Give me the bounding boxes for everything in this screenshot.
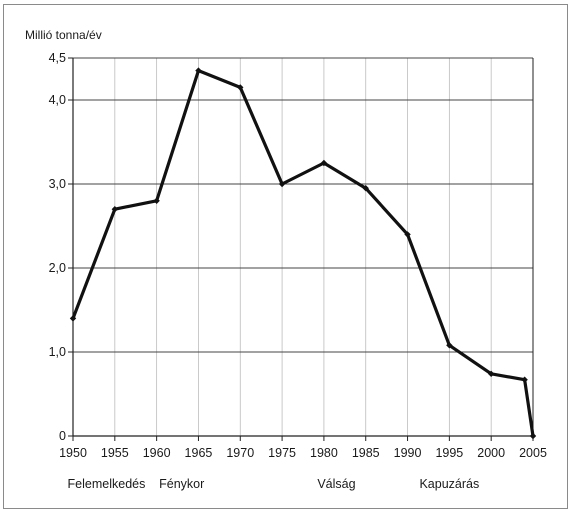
- data-point: [529, 432, 537, 440]
- y-tick-label: 1,0: [49, 345, 66, 359]
- period-label: Fénykor: [159, 477, 204, 491]
- data-point: [362, 185, 369, 192]
- chart-frame: Millió tonna/év 0 1,0 2,0 3,0 4,0 4,5 1950 195…: [3, 4, 568, 509]
- y-tick-label: 4,0: [49, 93, 66, 107]
- y-tick-label: 0: [59, 429, 66, 443]
- data-point: [320, 159, 328, 167]
- x-tick-label: 2005: [519, 446, 547, 460]
- x-tick-label: 1965: [185, 446, 213, 460]
- data-points: [69, 67, 537, 440]
- x-tick-labels: 1950 1955 1960 1965 1970 1975 1980 1985 1990 1995…: [59, 446, 547, 460]
- x-tick-label: 1960: [143, 446, 171, 460]
- period-labels: Felemelkedés Fénykor Válság Kapuzárás: [68, 477, 480, 491]
- data-point: [111, 206, 119, 213]
- line-chart: Millió tonna/év 01,02,03,04,04,5 1950 195…: [25, 28, 547, 491]
- x-tick-label: 1995: [435, 446, 463, 460]
- x-tick-label: 1990: [394, 446, 422, 460]
- y-axis-label: Millió tonna/év: [25, 28, 102, 42]
- period-label: Válság: [317, 477, 355, 491]
- axes: [68, 57, 534, 441]
- data-point: [521, 376, 528, 383]
- period-label: Kapuzárás: [419, 477, 479, 491]
- period-label: Felemelkedés: [68, 477, 146, 491]
- data-point: [487, 370, 495, 378]
- y-tick-labels: 0 1,0 2,0 3,0 4,0 4,5: [49, 51, 66, 443]
- data-point: [446, 342, 453, 349]
- x-tick-label: 1955: [101, 446, 129, 460]
- grid: [72, 57, 534, 437]
- y-tick-label: 4,5: [49, 51, 66, 65]
- x-tick-label: 1975: [268, 446, 296, 460]
- data-point: [404, 231, 411, 238]
- x-tick-label: 1985: [352, 446, 380, 460]
- data-point: [195, 67, 202, 74]
- y-tick-label: 3,0: [49, 177, 66, 191]
- x-tick-label: 1980: [310, 446, 338, 460]
- series-line: [71, 68, 535, 438]
- y-tick-label: 2,0: [49, 261, 66, 275]
- data-point: [153, 197, 160, 204]
- data-point: [278, 180, 286, 188]
- x-tick-label: 1950: [59, 446, 87, 460]
- data-point: [237, 84, 244, 91]
- x-tick-label: 1970: [226, 446, 254, 460]
- data-point: [69, 315, 77, 322]
- series-line-path: [71, 68, 535, 438]
- x-tick-label: 2000: [477, 446, 505, 460]
